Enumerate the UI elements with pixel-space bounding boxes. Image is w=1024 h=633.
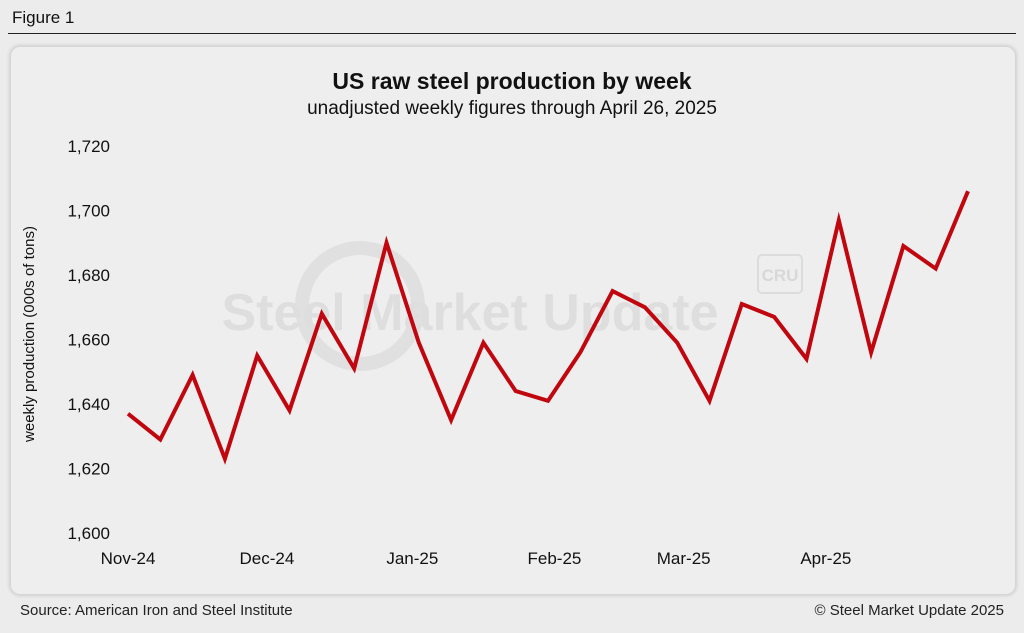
x-tick-label: Mar-25 — [657, 549, 711, 568]
x-tick-label: Feb-25 — [528, 549, 582, 568]
watermark-text: Steel Market Update — [221, 284, 718, 342]
source-note: Source: American Iron and Steel Institut… — [20, 602, 293, 619]
x-tick-label: Dec-24 — [240, 549, 295, 568]
y-tick-label: 1,720 — [67, 137, 110, 156]
figure-divider — [8, 33, 1016, 34]
x-tick-label: Jan-25 — [386, 549, 438, 568]
watermark-badge: CRU — [762, 266, 799, 285]
x-tick-label: Apr-25 — [800, 549, 851, 568]
y-tick-label: 1,680 — [67, 266, 110, 285]
y-tick-label: 1,620 — [67, 460, 110, 479]
x-tick-label: Nov-24 — [101, 549, 156, 568]
figure-label: Figure 1 — [12, 8, 75, 27]
y-tick-label: 1,700 — [67, 202, 110, 221]
y-tick-label: 1,600 — [67, 524, 110, 543]
y-tick-label: 1,660 — [67, 331, 110, 350]
x-axis-ticks: Nov-24 Dec-24 Jan-25 Feb-25 Mar-25 Apr-25 — [101, 549, 852, 568]
chart-subtitle: unadjusted weekly figures through April … — [307, 98, 717, 119]
y-axis-ticks: 1,600 1,620 1,640 1,660 1,680 1,700 1,720 — [67, 137, 110, 543]
watermark: Steel Market Update CRU — [221, 241, 803, 371]
series-group — [126, 190, 970, 465]
series-line — [126, 190, 970, 465]
watermark-badge-box — [757, 254, 803, 294]
watermark-ring — [295, 241, 425, 371]
chart-title: US raw steel production by week — [332, 68, 692, 94]
y-tick-label: 1,640 — [67, 395, 110, 414]
chart-panel — [10, 46, 1016, 595]
y-axis-label: weekly production (000s of tons) — [21, 226, 38, 443]
copyright-note: © Steel Market Update 2025 — [814, 602, 1005, 619]
